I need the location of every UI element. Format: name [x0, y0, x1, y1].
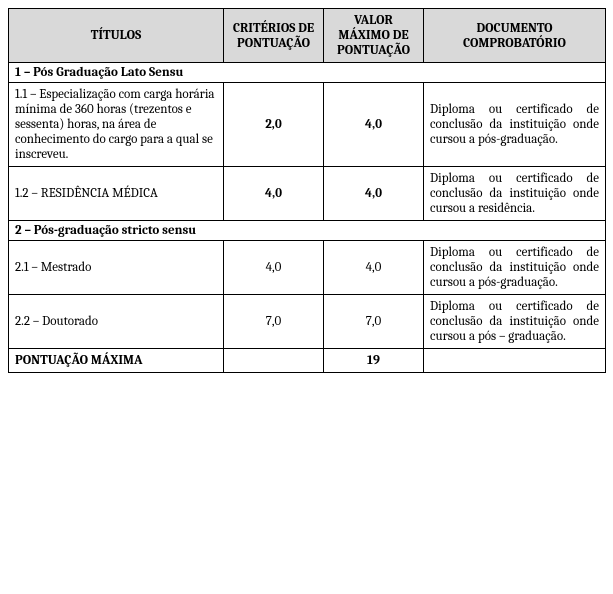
- row-criterio: 4,0: [224, 241, 324, 295]
- footer-label: PONTUAÇÃO MÁXIMA: [9, 349, 224, 373]
- table-row: 1.1 – Especialização com carga horária m…: [9, 83, 606, 167]
- header-row: TÍTULOS CRITÉRIOS DE PONTUAÇÃO VALOR MÁX…: [9, 9, 606, 63]
- footer-total: 19: [324, 349, 424, 373]
- table-row: 2.2 – Doutorado 7,0 7,0 Diploma ou certi…: [9, 295, 606, 349]
- row-criterio: 7,0: [224, 295, 324, 349]
- footer-row: PONTUAÇÃO MÁXIMA 19: [9, 349, 606, 373]
- row-valor: 7,0: [324, 295, 424, 349]
- footer-empty2: [424, 349, 606, 373]
- row-doc: Diploma ou certificado de conclusão da i…: [424, 167, 606, 221]
- header-documento: DOCUMENTO COMPROBATÓRIO: [424, 9, 606, 63]
- row-valor: 4,0: [324, 83, 424, 167]
- header-valor: VALOR MÁXIMO DE PONTUAÇÃO: [324, 9, 424, 63]
- row-doc: Diploma ou certificado de conclusão da i…: [424, 295, 606, 349]
- row-doc: Diploma ou certificado de conclusão da i…: [424, 83, 606, 167]
- row-titulo: 2.2 – Doutorado: [9, 295, 224, 349]
- row-titulo: 1.2 – RESIDÊNCIA MÉDICA: [9, 167, 224, 221]
- row-criterio: 2,0: [224, 83, 324, 167]
- row-titulo: 1.1 – Especialização com carga horária m…: [9, 83, 224, 167]
- table-row: 1.2 – RESIDÊNCIA MÉDICA 4,0 4,0 Diploma …: [9, 167, 606, 221]
- section1-header-row: 1 – Pós Graduação Lato Sensu: [9, 63, 606, 83]
- footer-empty1: [224, 349, 324, 373]
- table-row: 2.1 – Mestrado 4,0 4,0 Diploma ou certif…: [9, 241, 606, 295]
- row-titulo: 2.1 – Mestrado: [9, 241, 224, 295]
- row-valor: 4,0: [324, 241, 424, 295]
- section1-title: 1 – Pós Graduação Lato Sensu: [9, 63, 606, 83]
- header-criterios: CRITÉRIOS DE PONTUAÇÃO: [224, 9, 324, 63]
- row-doc: Diploma ou certificado de conclusão da i…: [424, 241, 606, 295]
- header-titulos: TÍTULOS: [9, 9, 224, 63]
- section2-header-row: 2 – Pós-graduação stricto sensu: [9, 221, 606, 241]
- row-valor: 4,0: [324, 167, 424, 221]
- row-criterio: 4,0: [224, 167, 324, 221]
- titulos-table: TÍTULOS CRITÉRIOS DE PONTUAÇÃO VALOR MÁX…: [8, 8, 606, 373]
- section2-title: 2 – Pós-graduação stricto sensu: [9, 221, 606, 241]
